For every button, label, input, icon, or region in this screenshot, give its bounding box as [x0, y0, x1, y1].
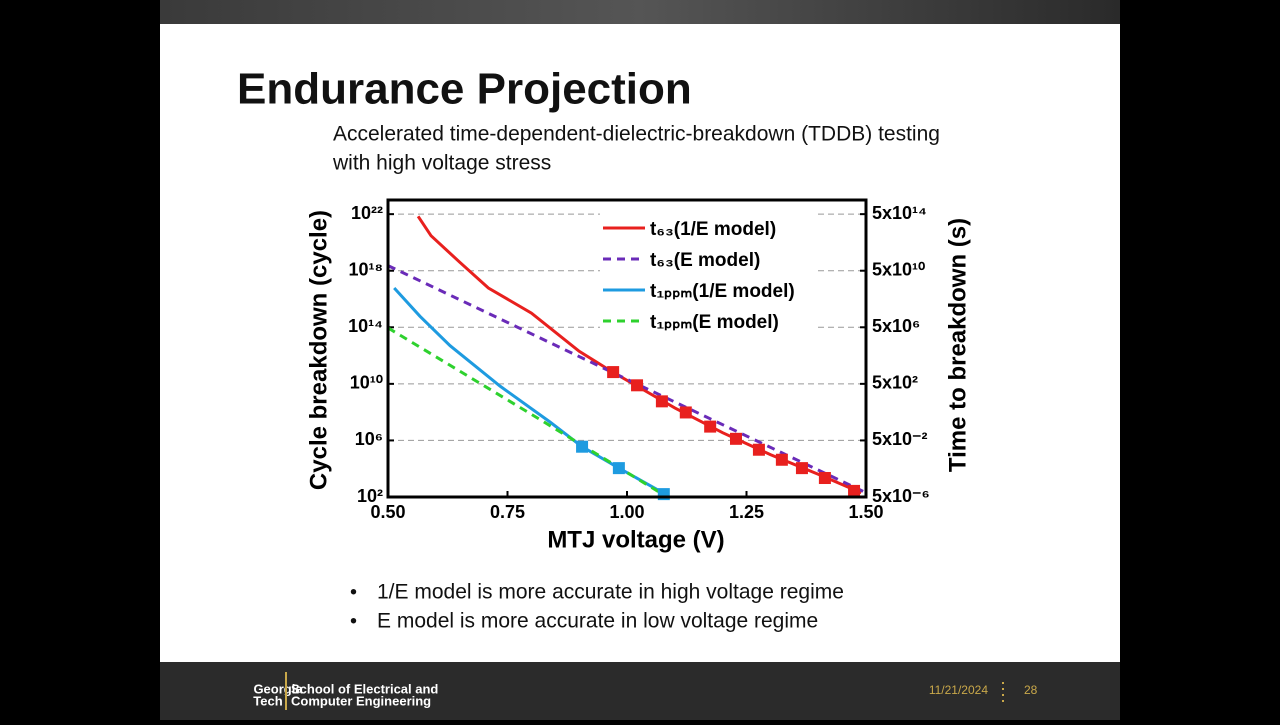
x-tick-label: 1.00: [609, 502, 644, 522]
data-marker: [576, 440, 589, 453]
slide-title: Endurance Projection: [237, 65, 692, 114]
bullet: 1/E model is more accurate in high volta…: [377, 581, 844, 604]
data-marker: [631, 379, 644, 392]
y-tick-label: 10⁶: [355, 429, 383, 449]
data-marker: [848, 484, 861, 497]
slide: [160, 24, 1120, 662]
y-tick-label: 10²²: [351, 203, 383, 223]
y2-tick-label: 5x10¹⁰: [872, 259, 925, 279]
school-name: Computer Engineering: [291, 693, 431, 708]
data-marker: [679, 406, 692, 419]
bullet: E model is more accurate in low voltage …: [377, 610, 818, 633]
y2-tick-label: 5x10⁻⁶: [872, 486, 930, 506]
top-bar: [160, 0, 1120, 24]
bullet-dot: •: [350, 610, 357, 632]
footer-bar: [160, 662, 1120, 720]
legend-label: t₁ₚₚₘ(E model): [650, 312, 779, 333]
data-marker: [704, 420, 717, 433]
x-axis-label: MTJ voltage (V): [547, 526, 724, 553]
y2-tick-label: 5x10¹⁴: [872, 203, 927, 223]
school-name: School of Electrical and: [291, 681, 438, 696]
date: 11/21/2024: [929, 683, 988, 697]
subtitle: with high voltage stress: [332, 152, 551, 175]
logo-text: Georgia: [253, 681, 303, 696]
data-marker: [795, 462, 808, 475]
legend-label: t₆₃(1/E model): [650, 219, 776, 240]
legend-label: t₆₃(E model): [650, 250, 760, 271]
legend-label: t₁ₚₚₘ(1/E model): [650, 281, 795, 302]
x-tick-label: 0.75: [490, 502, 525, 522]
x-tick-label: 0.50: [370, 502, 405, 522]
data-marker: [612, 462, 625, 475]
data-marker: [607, 366, 620, 379]
page-number: 28: [1024, 683, 1038, 697]
data-marker: [752, 443, 765, 456]
y-axis-label: Cycle breakdown (cycle): [305, 210, 332, 490]
y2-tick-label: 5x10⁻²: [872, 429, 928, 449]
y-tick-label: 10¹⁸: [348, 259, 383, 279]
subtitle: Accelerated time-dependent-dielectric-br…: [333, 123, 940, 146]
data-marker: [655, 395, 668, 408]
logo-text: Tech: [253, 693, 282, 708]
x-tick-label: 1.25: [729, 502, 764, 522]
y-tick-label: 10¹⁰: [350, 373, 383, 393]
y-tick-label: 10²: [357, 486, 383, 506]
y2-tick-label: 5x10⁶: [872, 316, 920, 336]
plot-frame: [386, 198, 868, 499]
series-line: [393, 286, 666, 496]
data-marker: [775, 453, 788, 466]
bullet-dot: •: [350, 581, 357, 603]
data-marker: [818, 472, 831, 485]
y2-tick-label: 5x10²: [872, 373, 918, 393]
data-marker: [729, 432, 742, 445]
y2-axis-label: Time to breakdown (s): [944, 218, 971, 472]
y-tick-label: 10¹⁴: [348, 316, 383, 336]
x-tick-label: 1.50: [848, 502, 883, 522]
